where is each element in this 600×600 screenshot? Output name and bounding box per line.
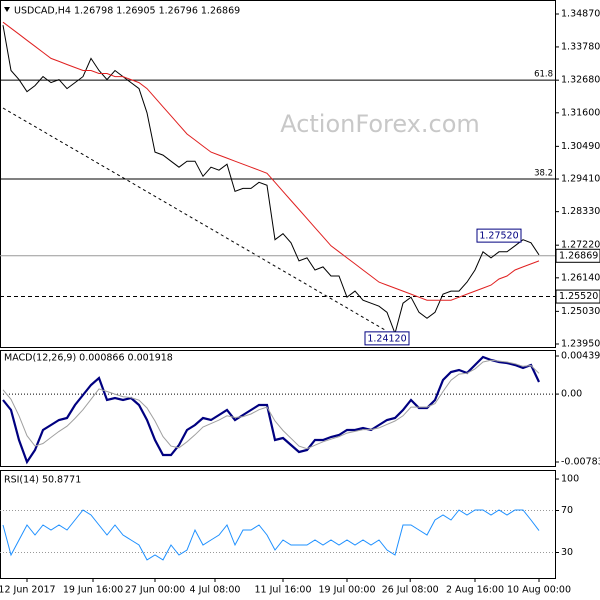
panel-frame — [0, 350, 556, 467]
panel-title: USDCAD,H4 1.26798 1.26905 1.26796 1.2686… — [14, 6, 240, 17]
series-line — [2, 21, 540, 301]
x-tick-label: 19 Jun 16:00 — [63, 585, 123, 596]
series-line — [2, 359, 540, 450]
y-tick-label: 1.28330 — [561, 206, 600, 217]
price-box — [555, 248, 600, 263]
x-tick-label: 27 Jun 00:00 — [125, 585, 185, 596]
y-tick-label: 0.004393 — [561, 350, 600, 361]
price-label: 1.25520 — [559, 291, 598, 302]
panel-title: MACD(12,26,9) 0.000866 0.001918 — [4, 353, 173, 364]
y-tick-label: 1.31600 — [561, 107, 600, 118]
panel-frame — [0, 0, 556, 348]
level-label: 61.8 — [534, 70, 553, 80]
x-tick-label: 2 Aug 16:00 — [446, 585, 504, 596]
series-line — [2, 509, 540, 561]
y-tick-label: 1.34870 — [561, 8, 600, 19]
y-tick-label: 1.26140 — [561, 272, 600, 283]
price-label: 1.26869 — [559, 250, 598, 261]
y-tick-label: 1.27220 — [561, 240, 600, 251]
y-tick-label: 1.23950 — [561, 339, 600, 350]
callout-label: 1.27520 — [479, 231, 518, 242]
callout-box — [476, 228, 522, 243]
callout-box — [364, 331, 410, 346]
x-tick-label: 4 Jul 08:00 — [190, 585, 241, 596]
y-tick-label: 1.29410 — [561, 174, 600, 185]
x-tick-label: 19 Jul 00:00 — [319, 585, 376, 596]
y-tick-label: 100 — [561, 474, 579, 485]
watermark: ActionForex.com — [280, 110, 480, 138]
x-tick-label: 10 Aug 00:00 — [507, 585, 571, 596]
level-label: 38.2 — [534, 169, 553, 179]
y-tick-label: 1.32680 — [561, 75, 600, 86]
x-tick-label: 12 Jun 2017 — [0, 585, 56, 596]
y-tick-label: 1.25030 — [561, 306, 600, 317]
x-tick-label: 26 Jul 08:00 — [382, 585, 439, 596]
y-tick-label: 0.00 — [561, 389, 582, 400]
panel-frame — [0, 470, 556, 579]
callout-label: 1.24120 — [367, 333, 406, 344]
series-line — [2, 25, 540, 336]
y-tick-label: 30 — [561, 547, 573, 558]
y-tick-label: 70 — [561, 505, 573, 516]
x-tick-label: 11 Jul 16:00 — [255, 585, 312, 596]
menu-arrow[interactable] — [4, 7, 10, 12]
panel-title: RSI(14) 50.8771 — [4, 475, 81, 486]
y-tick-label: 1.33780 — [561, 41, 600, 52]
series-line — [2, 355, 540, 465]
y-tick-label: 1.30490 — [561, 141, 600, 152]
y-tick-label: -0.007833 — [561, 457, 600, 468]
trend-line — [2, 107, 386, 331]
price-box — [555, 289, 600, 304]
